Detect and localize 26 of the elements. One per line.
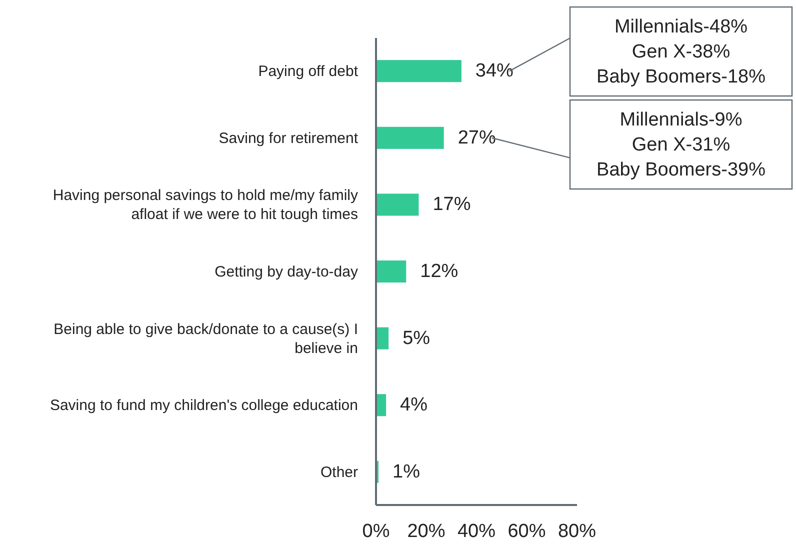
y-tick-label: Saving to fund my children's college education <box>50 396 358 414</box>
text: Millennials-48% Gen X-38% Baby Boomers-18% <box>596 16 766 87</box>
bar <box>376 194 419 216</box>
bar <box>376 327 389 350</box>
y-tick-label: Having personal savings to hold me/my family afloat if we were to hit tough times <box>52 186 358 223</box>
x-tick-label: 20% <box>407 521 446 542</box>
y-tick-label: Other <box>320 463 358 480</box>
y-tick-label: Saving for retirement <box>218 129 359 146</box>
data-label: 5% <box>402 328 430 349</box>
y-tick-label: Paying off debt <box>258 62 359 80</box>
data-label: 4% <box>400 394 428 416</box>
y-tick-label: Being able to give back/donate to a cause(s) I believe in <box>54 320 358 356</box>
data-label: 1% <box>392 461 420 482</box>
y-tick-label: Getting by day-to-day <box>214 263 358 280</box>
x-tick-label: 80% <box>558 521 596 542</box>
data-label: 27% <box>458 127 496 148</box>
x-tick-label: 60% <box>508 521 546 542</box>
bar <box>376 126 444 149</box>
bar <box>376 260 406 283</box>
x-tick-label: 0% <box>362 521 390 542</box>
data-label: 34% <box>475 60 514 82</box>
data-label: 12% <box>420 261 458 282</box>
x-tick-label: 40% <box>457 521 496 542</box>
data-label: 17% <box>432 194 471 216</box>
bar <box>376 60 462 82</box>
text: Millennials-9% Gen X-31% Baby Boomers-39% <box>596 109 766 180</box>
